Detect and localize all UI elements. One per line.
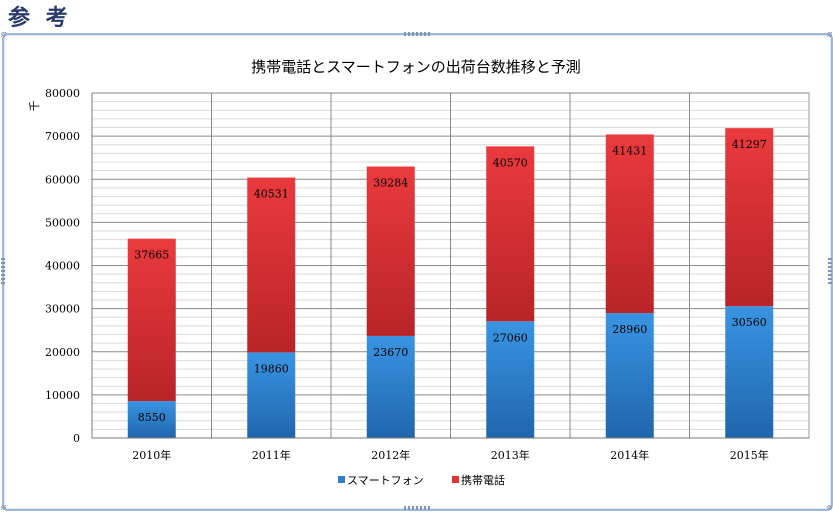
resize-handle-top[interactable]	[404, 32, 430, 36]
resize-handle-bottom-right[interactable]	[827, 505, 832, 510]
data-label: 28960	[612, 323, 647, 336]
gridlines	[91, 92, 810, 439]
axes: 0 10000 20000 30000 40000 50000 60000 70000 8000…	[45, 87, 809, 462]
data-label: 27060	[493, 331, 528, 344]
x-tick-label: 2010年	[132, 448, 171, 462]
bar-smartphone	[366, 335, 415, 438]
bar-mobile-phone	[725, 128, 774, 307]
x-tick-label: 2015年	[730, 448, 769, 462]
legend: スマートフォン 携帯電話	[338, 473, 505, 487]
data-label: 37665	[134, 249, 169, 262]
resize-handle-bottom[interactable]	[404, 506, 430, 510]
resize-handle-right[interactable]	[828, 258, 832, 284]
bar-mobile-phone	[127, 238, 176, 402]
chart-title: 携帯電話とスマートフォンの出荷台数推移と予測	[251, 58, 581, 76]
legend-swatch	[338, 476, 345, 483]
page-heading: 参 考	[8, 6, 72, 31]
data-label: 41297	[732, 138, 767, 151]
x-tick-label: 2014年	[610, 448, 649, 462]
y-tick-label: 60000	[45, 173, 80, 186]
bar-mobile-phone	[366, 166, 415, 336]
data-label: 40531	[254, 188, 289, 201]
legend-label: スマートフォン	[347, 474, 424, 487]
bar-mobile-phone	[605, 134, 654, 314]
resize-handle-bottom-left[interactable]	[1, 505, 6, 510]
bar-smartphone	[486, 321, 535, 438]
legend-label: 携帯電話	[461, 473, 505, 487]
y-tick-label: 40000	[45, 260, 80, 273]
resize-handle-top-left[interactable]	[1, 32, 6, 37]
x-tick-label: 2011年	[252, 448, 291, 462]
y-tick-label: 10000	[45, 389, 80, 402]
bar-mobile-phone	[486, 146, 535, 322]
y-tick-label: 0	[73, 432, 80, 445]
bar-smartphone	[127, 401, 176, 438]
data-label: 41431	[612, 144, 647, 157]
y-tick-label: 30000	[45, 303, 80, 316]
y-axis-unit-label: 千	[28, 101, 41, 112]
resize-handle-left[interactable]	[1, 258, 5, 284]
bar-smartphone	[247, 352, 296, 438]
data-label: 30560	[732, 316, 767, 329]
y-tick-label: 20000	[45, 346, 80, 359]
resize-handle-top-right[interactable]	[827, 32, 832, 37]
legend-swatch	[452, 476, 459, 483]
data-label: 40570	[493, 156, 528, 169]
y-tick-label: 70000	[45, 130, 80, 143]
data-label: 19860	[254, 362, 289, 375]
bar-smartphone	[605, 313, 654, 438]
x-tick-label: 2012年	[371, 448, 410, 462]
bar-smartphone	[725, 306, 774, 438]
bar-mobile-phone	[247, 177, 296, 353]
bars: 8550 37665 19860 40531 23670 39284 27060 40570 2…	[127, 128, 774, 438]
data-label: 8550	[138, 411, 166, 424]
y-tick-label: 50000	[45, 216, 80, 229]
data-label: 39284	[373, 177, 408, 190]
x-tick-label: 2013年	[491, 448, 530, 462]
data-label: 23670	[373, 346, 408, 359]
y-tick-label: 80000	[45, 87, 80, 100]
